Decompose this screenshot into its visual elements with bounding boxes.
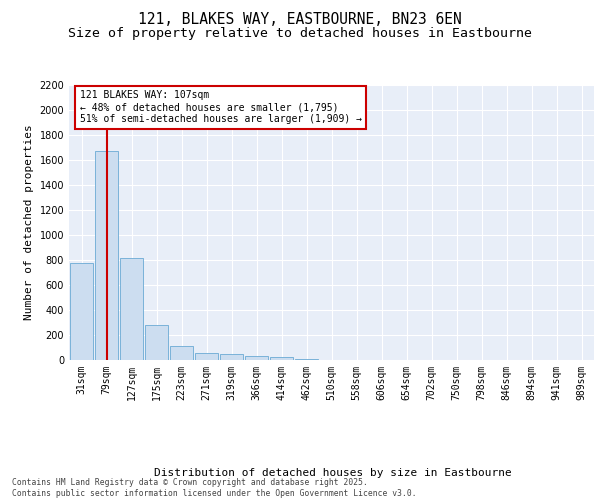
Text: Size of property relative to detached houses in Eastbourne: Size of property relative to detached ho… [68, 28, 532, 40]
Bar [270, 357, 293, 360]
Bar [245, 356, 268, 360]
Bar [120, 258, 143, 360]
Text: 121, BLAKES WAY, EASTBOURNE, BN23 6EN: 121, BLAKES WAY, EASTBOURNE, BN23 6EN [138, 12, 462, 28]
Text: Distribution of detached houses by size in Eastbourne: Distribution of detached houses by size … [154, 468, 512, 477]
Bar [195, 353, 218, 360]
Text: Contains HM Land Registry data © Crown copyright and database right 2025.
Contai: Contains HM Land Registry data © Crown c… [12, 478, 416, 498]
Bar [170, 346, 193, 360]
Bar [70, 262, 93, 360]
Bar [145, 325, 168, 360]
Y-axis label: Number of detached properties: Number of detached properties [24, 124, 34, 320]
Bar [220, 354, 243, 360]
Bar [95, 151, 118, 360]
Text: 121 BLAKES WAY: 107sqm
← 48% of detached houses are smaller (1,795)
51% of semi-: 121 BLAKES WAY: 107sqm ← 48% of detached… [79, 90, 361, 124]
Bar [295, 359, 318, 360]
